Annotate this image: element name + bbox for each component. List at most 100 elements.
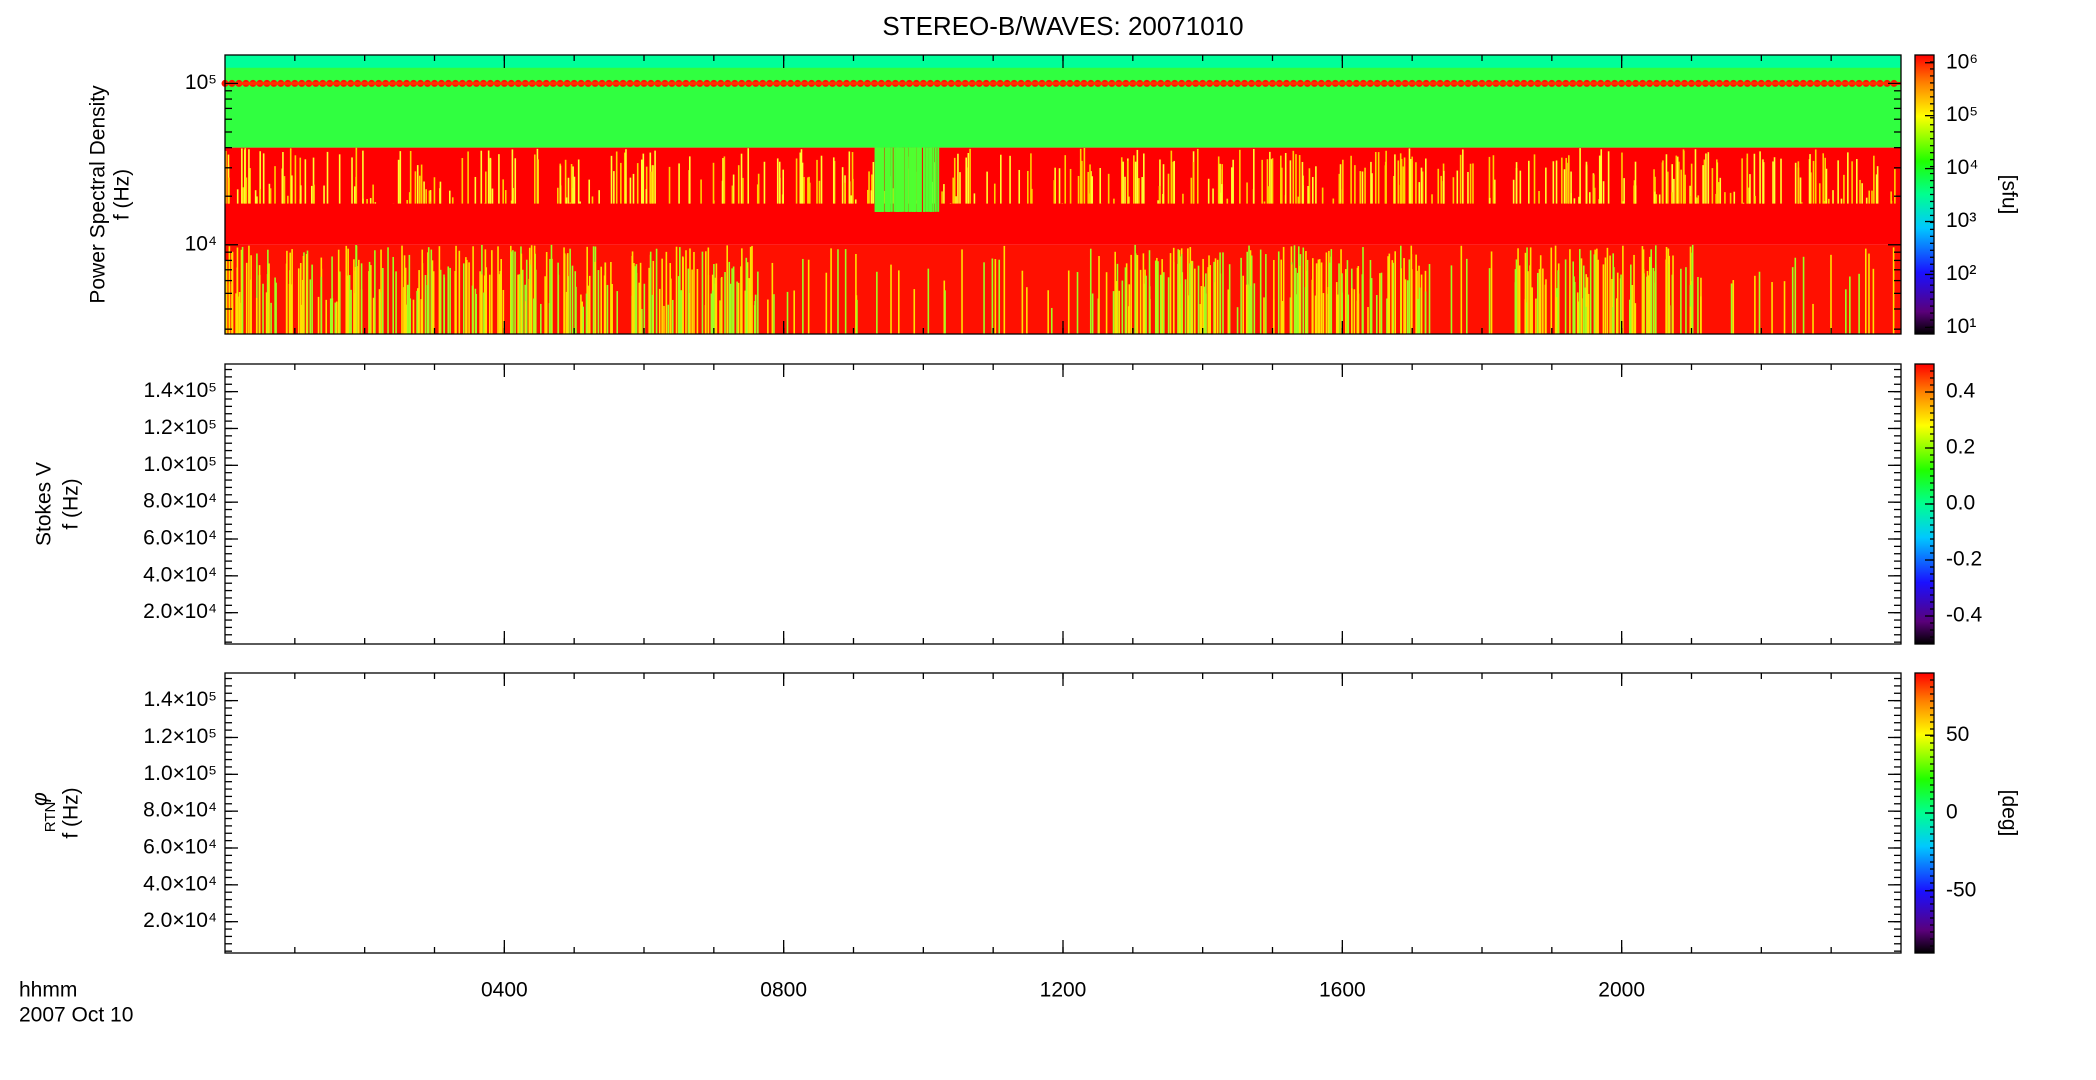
spectrogram-streak — [807, 259, 810, 334]
spectrogram-streak — [242, 187, 245, 204]
spectrogram-streak — [1809, 154, 1811, 204]
spectrogram-streak — [1428, 264, 1431, 334]
spectrogram-streak — [591, 196, 594, 204]
spectrogram-streak — [412, 299, 415, 334]
spectrogram-streak — [652, 165, 655, 204]
spectrogram-streak — [465, 259, 468, 334]
spectrogram-streak — [600, 266, 603, 334]
spectrogram-streak — [820, 155, 823, 204]
colorbar-tick-label: 0.0 — [1946, 492, 1975, 515]
spectrogram-streak — [1098, 256, 1100, 334]
spectrogram-streak — [1440, 175, 1443, 204]
spectrogram-streak — [1207, 178, 1210, 204]
spectrogram-streak — [1596, 248, 1598, 334]
colorbar-tick-label: 10⁵ — [1946, 103, 1978, 126]
spectrogram-streak — [1197, 265, 1200, 334]
spectrogram-streak — [1018, 169, 1021, 204]
spectrogram-streak — [312, 157, 315, 204]
spectrogram-streak — [1758, 271, 1761, 334]
spectrogram-streak — [714, 277, 717, 334]
spectrogram-streak — [991, 258, 994, 334]
spectrogram-streak — [236, 189, 239, 204]
spectrogram-streak — [335, 301, 338, 334]
spectrogram-streak — [1374, 151, 1377, 204]
spectrogram-streak — [1076, 272, 1079, 334]
spectrogram-streak — [1297, 196, 1300, 204]
spectrogram-streak — [403, 287, 405, 334]
spectrogram-streak — [1620, 274, 1622, 334]
spectrogram-streak — [354, 270, 357, 334]
spectrogram-streak — [255, 297, 258, 334]
spectrogram-streak — [1783, 281, 1786, 334]
spectrogram-streak — [1246, 182, 1248, 204]
spectrogram-streak — [1654, 191, 1656, 204]
spectrogram-streak — [1236, 307, 1239, 334]
spectrogram-streak — [746, 262, 749, 334]
spectrogram-streak — [1845, 289, 1847, 334]
spectrogram-streak — [747, 148, 750, 204]
spectrogram-streak — [1226, 198, 1229, 204]
spectrogram-streak — [304, 159, 307, 204]
spectrogram-streak — [1589, 250, 1592, 334]
spectrogram-streak — [689, 248, 691, 334]
spectrogram-streak — [749, 246, 752, 334]
spectrogram-streak — [883, 190, 886, 204]
spectrogram-streak — [1837, 160, 1839, 204]
spectrogram-streak — [564, 159, 567, 204]
spectrogram-streak — [1705, 153, 1707, 204]
spectrogram-streak — [959, 172, 961, 204]
spectrogram-streak — [569, 202, 572, 204]
spectrogram-streak — [1222, 252, 1224, 334]
spectrogram-streak — [914, 147, 917, 212]
spectrogram-streak — [1202, 258, 1204, 334]
spectrogram-streak — [262, 153, 265, 204]
spectrogram-streak — [795, 158, 798, 204]
spectrogram-streak — [571, 265, 574, 334]
spectrogram-streak — [1859, 179, 1861, 204]
spectrogram-streak — [228, 177, 230, 204]
spectrogram-streak — [729, 283, 732, 334]
spectrogram-streak — [932, 147, 935, 212]
spectrogram-streak — [616, 291, 619, 334]
y-label: φ — [29, 792, 52, 806]
spectrogram-streak — [1386, 298, 1388, 334]
spectrogram-streak — [1240, 257, 1242, 334]
spectrogram-streak — [245, 262, 248, 334]
spectrogram-streak — [1114, 251, 1116, 334]
spectrogram-streak — [1729, 192, 1732, 204]
spectrogram-streak — [1443, 170, 1445, 204]
spectrogram-streak — [1416, 270, 1418, 334]
spectrogram-streak — [357, 266, 359, 334]
spectrogram-streak — [1338, 263, 1340, 334]
spectrogram-streak — [455, 245, 457, 334]
spectrogram-streak — [544, 276, 546, 334]
spectrogram-streak — [925, 147, 928, 212]
spectrogram-streak — [1531, 287, 1533, 334]
spectrogram-streak — [320, 276, 322, 334]
spectrogram-streak — [878, 147, 881, 212]
spectrogram-streak — [1162, 164, 1165, 204]
spectrogram-streak — [559, 165, 562, 204]
spectrogram-streak — [326, 151, 329, 204]
spectrogram-streak — [1385, 150, 1387, 204]
spectrogram-streak — [1190, 260, 1193, 334]
spectrogram-streak — [471, 285, 474, 334]
spectrogram-streak — [737, 165, 740, 204]
spectrogram-streak — [348, 275, 351, 334]
spectrogram-streak — [1311, 177, 1314, 204]
spectrogram-streak — [620, 162, 622, 204]
spectrogram-streak — [1606, 247, 1609, 334]
spectrogram-streak — [1604, 257, 1607, 334]
spectrogram-streak — [688, 156, 691, 204]
spectrogram-streak — [479, 271, 481, 334]
spectrogram-streak — [449, 267, 451, 334]
spectrogram-streak — [726, 245, 728, 334]
spectrogram-streak — [740, 153, 743, 204]
spectrogram-streak — [240, 302, 242, 334]
spectrogram-streak — [1634, 303, 1637, 334]
spectrogram-streak — [1161, 259, 1163, 334]
spectrogram-streak — [731, 185, 734, 204]
spectrogram-streak — [1306, 259, 1309, 334]
spectrogram-streak — [1825, 168, 1828, 204]
